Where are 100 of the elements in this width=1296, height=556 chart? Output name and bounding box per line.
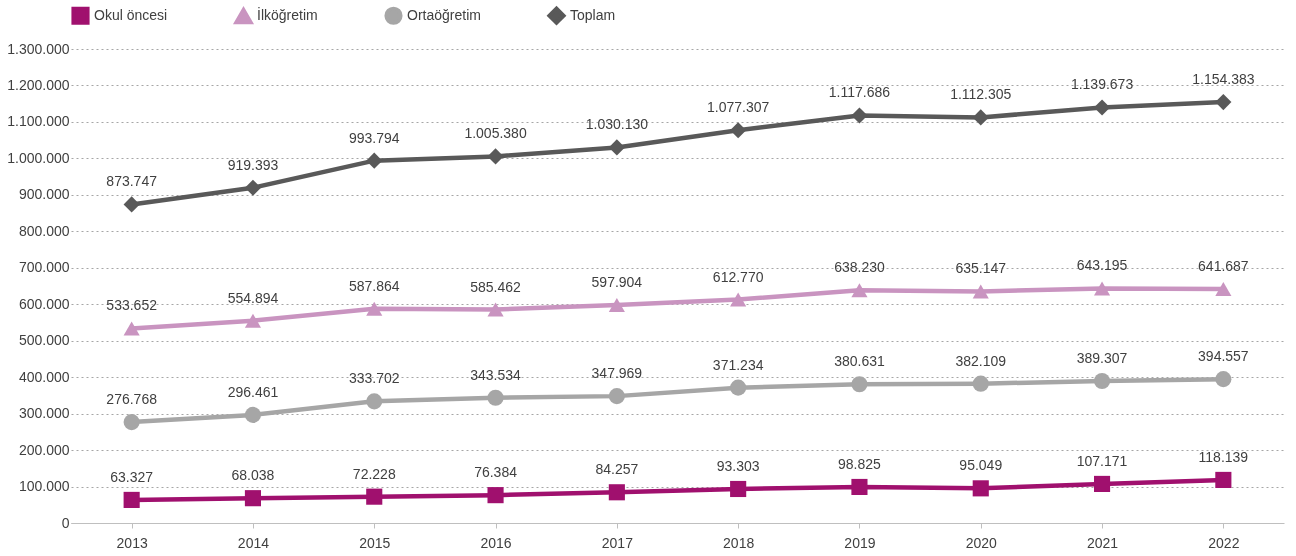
data-label: 343.534 [470, 366, 522, 383]
data-label: 993.794 [348, 129, 400, 146]
data-label: 554.894 [227, 289, 279, 306]
y-tick-label: 100.000 [18, 478, 70, 495]
point [487, 487, 504, 504]
y-tick-label: 1.200.000 [7, 76, 70, 93]
point [730, 122, 747, 139]
point [608, 484, 625, 501]
legend-label: Toplam [570, 6, 616, 23]
point [123, 414, 140, 431]
point [1093, 99, 1111, 116]
x-tick-label: 2017 [601, 534, 634, 551]
data-label: 1.139.673 [1070, 76, 1134, 93]
data-label: 371.234 [712, 356, 764, 373]
point [1093, 281, 1111, 296]
x-tick-label: 2016 [480, 534, 512, 551]
data-label: 1.077.307 [707, 99, 770, 116]
point [972, 284, 989, 299]
point [123, 196, 140, 213]
point [487, 389, 504, 406]
y-tick-label: 0 [61, 514, 70, 531]
data-label: 597.904 [591, 273, 643, 290]
point [487, 302, 504, 317]
x-tick-label: 2015 [359, 534, 391, 551]
data-label: 1.154.383 [1192, 71, 1255, 88]
data-label: 1.117.686 [828, 84, 891, 101]
y-tick-label: 400.000 [18, 368, 70, 385]
data-label: 587.864 [348, 277, 400, 294]
y-tick-label: 1.100.000 [7, 113, 70, 130]
x-tick-label: 2019 [844, 534, 876, 551]
y-tick-label: 300.000 [18, 405, 70, 422]
data-label: 394.557 [1198, 348, 1249, 365]
data-label: 98.825 [838, 455, 882, 472]
x-tick-label: 2013 [116, 534, 148, 551]
point [608, 298, 625, 312]
data-label: 347.969 [591, 365, 643, 382]
data-label: 63.327 [110, 468, 154, 485]
point [123, 491, 140, 508]
data-label: 296.461 [227, 383, 279, 400]
point [1215, 94, 1232, 111]
data-label: 1.030.130 [585, 116, 649, 133]
x-tick-label: 2018 [723, 534, 755, 551]
data-label: 72.228 [352, 465, 396, 482]
point [851, 283, 868, 298]
point [1215, 282, 1232, 297]
data-label: 68.038 [231, 467, 275, 484]
legend-label: Ortaöğretim [407, 6, 481, 23]
data-label: 118.139 [1198, 448, 1249, 465]
x-tick-label: 2022 [1208, 534, 1240, 551]
data-label: 585.462 [470, 278, 522, 295]
data-label: 641.687 [1198, 258, 1249, 275]
data-label: 382.109 [955, 352, 1007, 369]
x-tick-label: 2021 [1086, 534, 1119, 551]
point [1093, 373, 1111, 390]
point [1093, 475, 1111, 492]
point [366, 393, 383, 410]
data-label: 1.005.380 [464, 125, 527, 142]
data-label: 612.770 [712, 268, 764, 285]
legend-label: İlköğretim [257, 6, 318, 24]
point [972, 480, 989, 497]
point [851, 376, 868, 393]
point [487, 148, 504, 165]
y-tick-label: 1.300.000 [7, 40, 70, 57]
data-label: 276.768 [106, 391, 158, 408]
point [366, 301, 383, 316]
point [851, 107, 868, 124]
point [366, 152, 383, 169]
point [244, 490, 262, 507]
point [1215, 471, 1232, 488]
point [851, 478, 868, 496]
data-label: 1.112.305 [950, 86, 1012, 103]
point [366, 488, 383, 505]
point [244, 179, 262, 196]
data-label: 873.747 [106, 173, 158, 190]
point [608, 139, 625, 156]
legend-label: Okul öncesi [94, 6, 168, 23]
point [244, 406, 262, 423]
data-label: 76.384 [474, 464, 518, 481]
data-label: 107.171 [1076, 452, 1128, 469]
point [730, 292, 747, 307]
point [123, 321, 140, 336]
data-label: 638.230 [834, 259, 885, 276]
x-tick-label: 2020 [965, 534, 998, 551]
y-tick-label: 900.000 [18, 186, 70, 203]
data-label: 93.303 [716, 457, 760, 474]
y-tick-label: 800.000 [18, 222, 70, 239]
point [730, 379, 747, 396]
point [1215, 371, 1232, 388]
data-label: 380.631 [834, 353, 885, 370]
data-label: 95.049 [959, 457, 1003, 474]
point [244, 313, 262, 328]
y-tick-label: 200.000 [18, 441, 70, 458]
data-label: 333.702 [348, 370, 400, 387]
data-label: 635.147 [955, 260, 1007, 277]
data-label: 919.393 [227, 156, 279, 173]
y-tick-label: 700.000 [18, 259, 70, 276]
point [972, 375, 989, 392]
data-label: 533.652 [106, 297, 158, 314]
y-tick-label: 600.000 [18, 295, 70, 312]
x-tick-label: 2014 [237, 534, 270, 551]
